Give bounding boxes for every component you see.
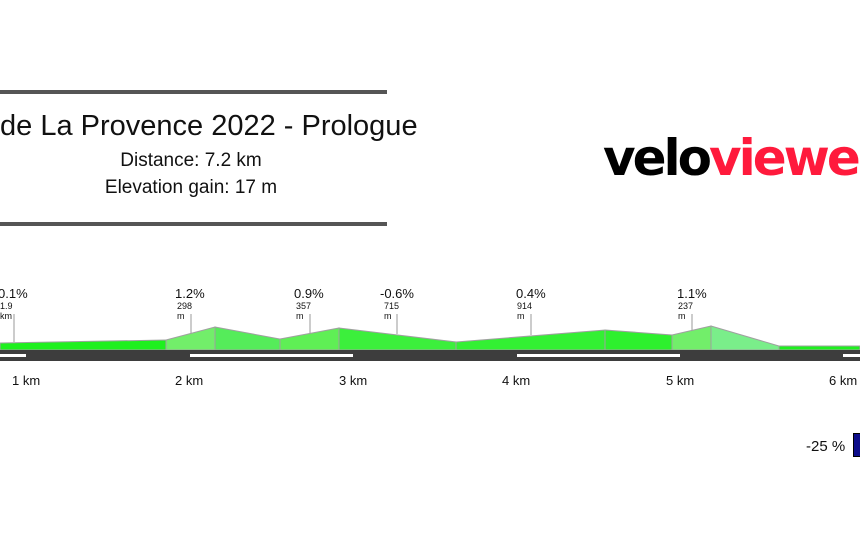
x-tick-2km: 2 km (175, 373, 204, 388)
road-bar (0, 350, 860, 361)
segment-1-gradient: 0.1% (0, 286, 28, 301)
distance-label: Distance: 7.2 km (120, 150, 262, 171)
segment-8-gradient: 1.1% (677, 286, 707, 301)
stage-title: de La Provence 2022 - Prologue (0, 110, 418, 142)
veloviewer-logo: veloviewer (603, 128, 860, 188)
header-top-rule (0, 90, 387, 94)
segment-6-length: 914 m (517, 301, 533, 321)
segment-7 (604, 329, 673, 351)
x-tick-5km: 5 km (666, 373, 695, 388)
x-tick-6km: 6 km (829, 373, 858, 388)
segment-9 (710, 325, 780, 351)
segment-2-length: 298 m (177, 301, 193, 321)
segment-1 (0, 339, 167, 351)
annotation-leaders (13, 314, 693, 342)
km-stripes (0, 354, 860, 357)
elevation-gain-label: Elevation gain: 17 m (104, 177, 278, 198)
segment-5-length: 715 m (384, 301, 400, 321)
x-tick-4km: 4 km (502, 373, 531, 388)
x-tick-3km: 3 km (339, 373, 368, 388)
profile-segments (0, 325, 860, 351)
x-tick-1km: 1 km (12, 373, 41, 388)
header-bottom-rule (0, 222, 387, 226)
gradient-legend-swatch (853, 433, 860, 457)
segment-4-gradient: 0.9% (294, 286, 324, 301)
segment-3 (214, 326, 281, 351)
logo-part-viewer: viewer (709, 129, 860, 187)
logo-part-velo: velo (603, 129, 712, 187)
segment-5-gradient: -0.6% (380, 286, 414, 301)
segment-2-gradient: 1.2% (175, 286, 205, 301)
gradient-legend-label: -25 % (806, 438, 846, 455)
segment-1-length: 1.9 km (0, 301, 13, 321)
elevation-profile-chart (0, 314, 860, 361)
segment-4-length: 357 m (296, 301, 312, 321)
segment-6-gradient: 0.4% (516, 286, 546, 301)
segment-8-length: 237 m (678, 301, 694, 321)
segment-10 (778, 345, 860, 351)
